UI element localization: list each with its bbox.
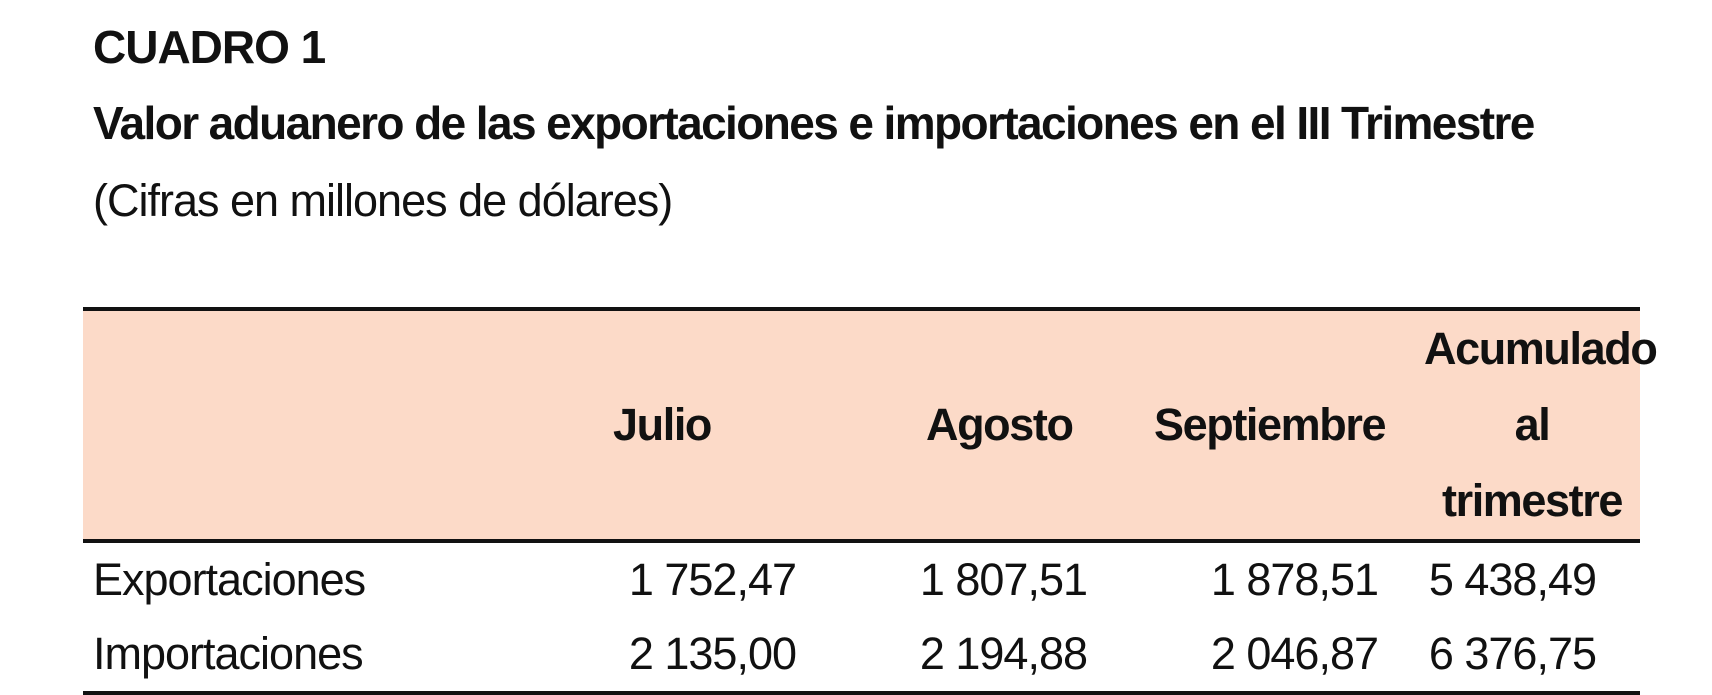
table-row-exportaciones: Exportaciones 1 752,47 1 807,51 1 878,51…: [83, 541, 1640, 617]
cell-agosto: 2 194,88: [842, 617, 1133, 695]
column-header-acumulado-line1: Acumulado: [1424, 323, 1658, 374]
cell-acumulado: 5 438,49: [1428, 554, 1597, 605]
cell-agosto: 1 807,51: [919, 554, 1088, 605]
table-subtitle: (Cifras en millones de dólares): [93, 175, 673, 226]
cell-septiembre: 2 046,87: [1133, 617, 1424, 695]
cell-acumulado: 6 376,75: [1424, 617, 1640, 695]
table-row-importaciones: Importaciones 2 135,00 2 194,88 2 046,87…: [83, 617, 1640, 695]
header-row: Julio Agosto Septiembre Acumulado al tri…: [83, 307, 1658, 543]
column-header-septiembre: Septiembre: [1133, 307, 1424, 543]
customs-value-table: Julio Agosto Septiembre Acumulado al tri…: [83, 307, 1658, 695]
cell-julio: 2 135,00: [553, 617, 842, 695]
column-header-acumulado: Acumulado al trimestre: [1424, 307, 1658, 543]
table-header: Julio Agosto Septiembre Acumulado al tri…: [83, 307, 1658, 543]
row-label: Importaciones: [83, 617, 553, 695]
row-label: Exportaciones: [93, 554, 366, 605]
header-empty-cell: [83, 307, 553, 543]
data-table: Julio Agosto Septiembre Acumulado al tri…: [83, 307, 1658, 695]
cell-septiembre: 1 878,51: [1210, 554, 1379, 605]
table-body: Exportaciones 1 752,47 1 807,51 1 878,51…: [83, 541, 1640, 695]
column-header-acumulado-line2: al trimestre: [1442, 399, 1623, 526]
column-header-julio: Julio: [553, 307, 842, 543]
table-number: CUADRO 1: [93, 21, 326, 73]
cell-julio: 1 752,47: [628, 554, 797, 605]
table-title: Valor aduanero de las exportaciones e im…: [93, 97, 1535, 149]
column-header-agosto: Agosto: [842, 307, 1133, 543]
